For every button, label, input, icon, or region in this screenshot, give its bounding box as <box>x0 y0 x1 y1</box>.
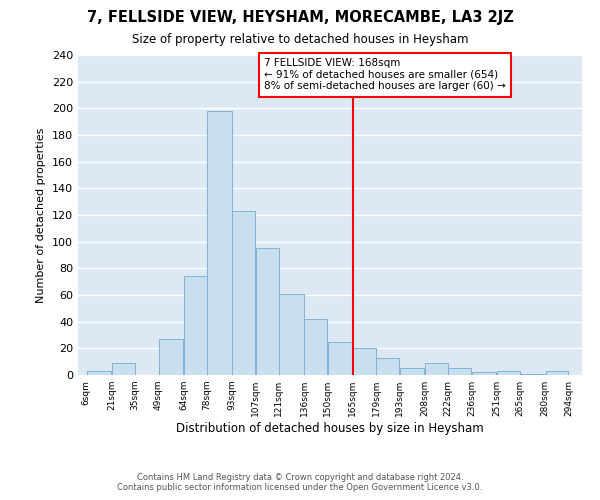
Bar <box>353 348 376 375</box>
Bar <box>112 363 134 375</box>
Text: Size of property relative to detached houses in Heysham: Size of property relative to detached ho… <box>132 32 468 46</box>
Text: 7, FELLSIDE VIEW, HEYSHAM, MORECAMBE, LA3 2JZ: 7, FELLSIDE VIEW, HEYSHAM, MORECAMBE, LA… <box>86 10 514 25</box>
Bar <box>425 363 448 375</box>
Bar <box>159 339 183 375</box>
X-axis label: Distribution of detached houses by size in Heysham: Distribution of detached houses by size … <box>176 422 484 435</box>
Bar <box>545 371 568 375</box>
Bar <box>304 319 327 375</box>
Bar <box>448 368 471 375</box>
Bar <box>472 372 496 375</box>
Text: Contains HM Land Registry data © Crown copyright and database right 2024.
Contai: Contains HM Land Registry data © Crown c… <box>118 473 482 492</box>
Bar <box>208 111 232 375</box>
Bar <box>520 374 545 375</box>
Bar <box>87 371 111 375</box>
Bar <box>376 358 399 375</box>
Bar <box>497 371 520 375</box>
Text: 7 FELLSIDE VIEW: 168sqm
← 91% of detached houses are smaller (654)
8% of semi-de: 7 FELLSIDE VIEW: 168sqm ← 91% of detache… <box>265 58 506 92</box>
Bar <box>328 342 352 375</box>
Bar <box>184 276 206 375</box>
Bar <box>280 294 304 375</box>
Bar <box>256 248 278 375</box>
Y-axis label: Number of detached properties: Number of detached properties <box>37 128 46 302</box>
Bar <box>400 368 424 375</box>
Bar <box>232 211 255 375</box>
